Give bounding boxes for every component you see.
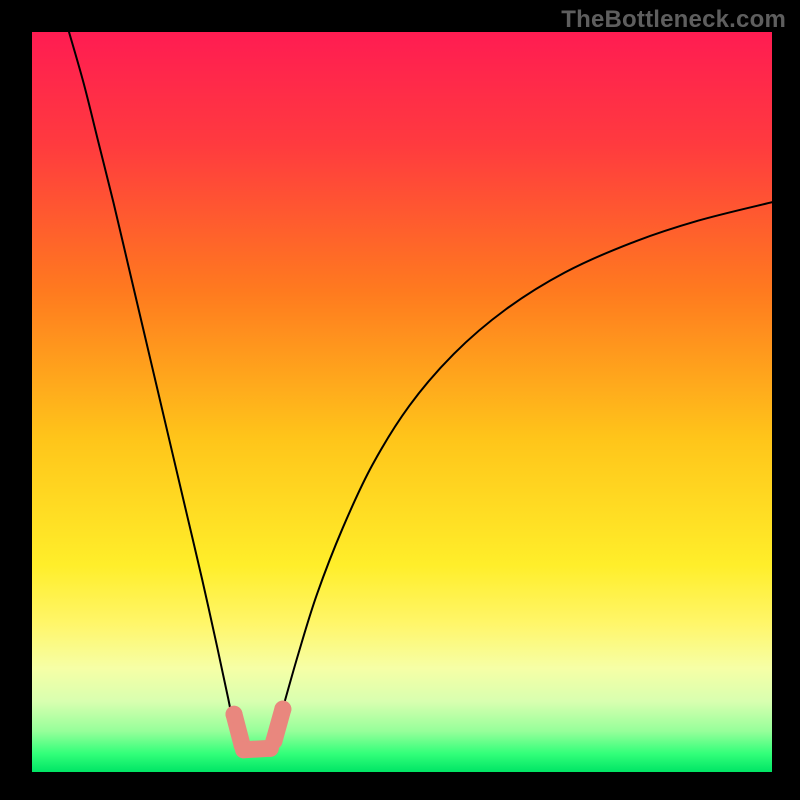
plot-svg [32,32,772,772]
plot-area [32,32,772,772]
gradient-background [32,32,772,772]
marker-dot [265,732,282,749]
marker-dot [235,741,252,758]
chart-container: TheBottleneck.com [0,0,800,800]
marker-dot [274,701,291,718]
watermark-text: TheBottleneck.com [561,6,786,34]
marker-dot [226,706,243,723]
